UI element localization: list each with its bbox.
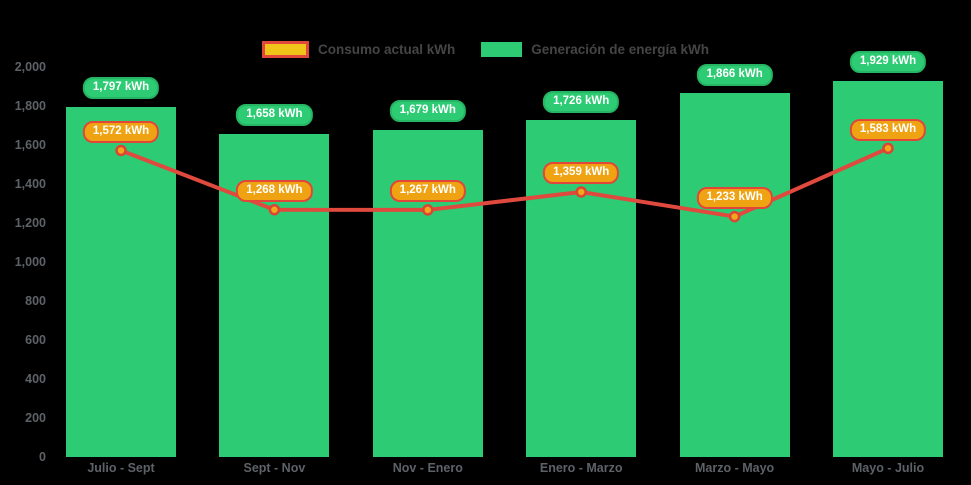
y-axis-tick-label: 0: [39, 450, 46, 464]
legend-label-consumo-actual: Consumo actual kWh: [317, 41, 456, 57]
consumption-value-badge: 1,572 kWh: [82, 120, 160, 143]
generacion-energia-swatch-icon: [481, 41, 523, 57]
consumption-value-badge: 1,583 kWh: [849, 118, 927, 141]
x-axis-category-label: Sept - Nov: [243, 461, 306, 475]
y-axis-tick-label: 1,400: [14, 177, 46, 191]
y-axis-tick-label: 600: [25, 333, 46, 347]
generation-value-badge: 1,929 kWh: [849, 51, 927, 74]
y-axis-tick-label: 2,000: [14, 60, 46, 74]
x-axis-category-label: Mayo - Julio: [851, 461, 925, 475]
energy-generation-bar: [679, 93, 790, 457]
y-axis-tick-label: 200: [25, 411, 46, 425]
generation-value-badge: 1,797 kWh: [82, 77, 160, 100]
x-axis-category-label: Julio - Sept: [87, 461, 155, 475]
line-point-marker: [575, 186, 587, 198]
x-axis-category-label: Nov - Enero: [392, 461, 463, 475]
generation-value-badge: 1,866 kWh: [696, 63, 773, 86]
line-point-marker: [882, 142, 894, 155]
line-point-marker: [422, 204, 434, 216]
generation-value-badge: 1,679 kWh: [389, 100, 466, 123]
consumo-actual-swatch-icon: [261, 40, 309, 58]
line-point-marker: [728, 210, 741, 223]
line-point-marker: [115, 144, 127, 157]
y-axis-tick-label: 1,800: [14, 99, 46, 113]
y-axis-tick-label: 1,200: [14, 216, 46, 230]
y-axis-tick-label: 1,600: [14, 138, 46, 152]
consumption-value-badge: 1,267 kWh: [389, 180, 466, 203]
consumption-line: [119, 146, 890, 219]
x-axis-category-label: Enero - Marzo: [539, 461, 623, 475]
chart-legend: Consumo actual kWh Generación de energía…: [0, 40, 971, 58]
generation-value-badge: 1,726 kWh: [543, 90, 620, 113]
consumption-value-badge: 1,233 kWh: [696, 187, 773, 210]
line-point-marker: [268, 203, 281, 216]
y-axis-tick-label: 800: [25, 294, 46, 308]
legend-label-generacion-energia: Generación de energía kWh: [531, 41, 710, 57]
legend-item-generacion-energia[interactable]: Generación de energía kWh: [481, 41, 710, 57]
consumption-value-badge: 1,359 kWh: [543, 162, 620, 185]
legend-item-consumo-actual[interactable]: Consumo actual kWh: [261, 40, 456, 58]
generation-value-badge: 1,658 kWh: [236, 104, 313, 127]
y-axis-tick-label: 400: [25, 372, 46, 386]
consumption-value-badge: 1,268 kWh: [236, 180, 313, 203]
x-axis-category-label: Marzo - Mayo: [695, 461, 775, 475]
y-axis-tick-label: 1,000: [14, 255, 46, 269]
